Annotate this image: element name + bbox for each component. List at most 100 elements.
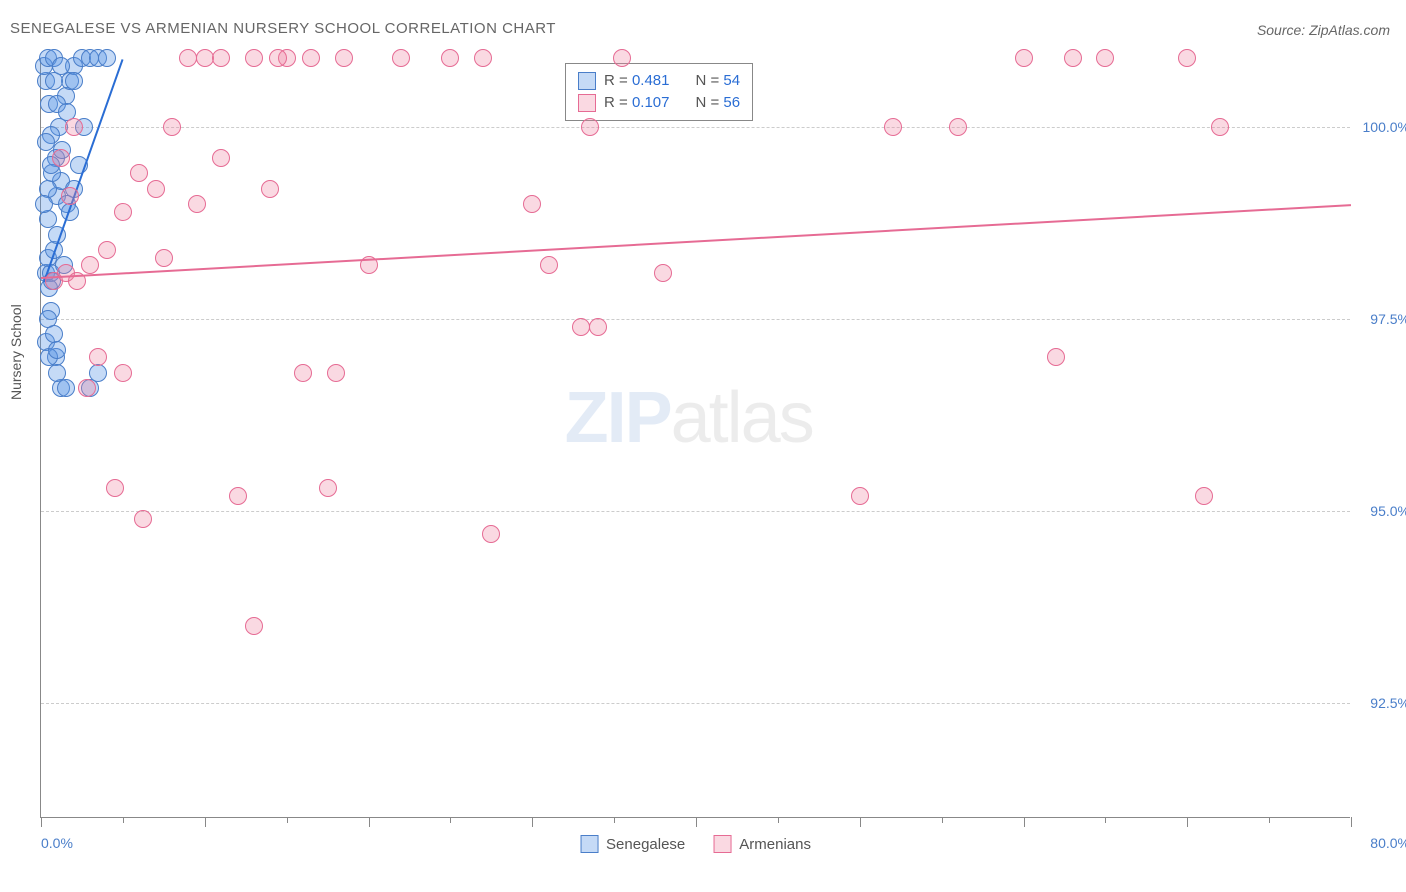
data-point xyxy=(48,341,66,359)
series-legend: Senegalese Armenians xyxy=(580,835,811,853)
legend-swatch xyxy=(580,835,598,853)
data-point xyxy=(572,318,590,336)
gridline xyxy=(41,511,1350,512)
r-label: R = 0.107 xyxy=(604,92,669,114)
data-point xyxy=(654,264,672,282)
data-point xyxy=(245,49,263,67)
data-point xyxy=(52,149,70,167)
data-point xyxy=(155,249,173,267)
data-point xyxy=(261,180,279,198)
data-point xyxy=(441,49,459,67)
data-point xyxy=(1096,49,1114,67)
data-point xyxy=(212,49,230,67)
data-point xyxy=(114,203,132,221)
legend-series-item: Armenians xyxy=(713,835,811,853)
x-tick xyxy=(942,817,943,823)
source-attribution: Source: ZipAtlas.com xyxy=(1257,22,1390,38)
data-point xyxy=(229,487,247,505)
data-point xyxy=(1064,49,1082,67)
data-point xyxy=(392,49,410,67)
legend-stat-row: R = 0.481N = 54 xyxy=(578,70,740,92)
data-point xyxy=(89,364,107,382)
y-tick-label: 92.5% xyxy=(1355,695,1406,711)
watermark: ZIPatlas xyxy=(565,377,813,459)
x-tick xyxy=(778,817,779,823)
data-point xyxy=(35,195,53,213)
x-tick xyxy=(1024,817,1025,827)
data-point xyxy=(37,133,55,151)
data-point xyxy=(1047,348,1065,366)
data-point xyxy=(52,57,70,75)
n-label: N = 56 xyxy=(695,92,740,114)
x-axis-max-label: 80.0% xyxy=(1370,835,1406,851)
data-point xyxy=(61,187,79,205)
data-point xyxy=(130,164,148,182)
data-point xyxy=(1178,49,1196,67)
data-point xyxy=(188,195,206,213)
data-point xyxy=(114,364,132,382)
data-point xyxy=(1195,487,1213,505)
x-axis-min-label: 0.0% xyxy=(41,835,73,851)
data-point xyxy=(65,118,83,136)
data-point xyxy=(269,49,287,67)
data-point xyxy=(81,256,99,274)
legend-stat-row: R = 0.107 N = 56 xyxy=(578,92,740,114)
data-point xyxy=(294,364,312,382)
data-point xyxy=(134,510,152,528)
x-tick xyxy=(1105,817,1106,823)
x-tick xyxy=(532,817,533,827)
data-point xyxy=(540,256,558,274)
x-tick xyxy=(1269,817,1270,823)
data-point xyxy=(474,49,492,67)
data-point xyxy=(106,479,124,497)
data-point xyxy=(212,149,230,167)
data-point xyxy=(589,318,607,336)
watermark-thin: atlas xyxy=(671,378,813,458)
data-point xyxy=(613,49,631,67)
data-point xyxy=(57,379,75,397)
data-point xyxy=(302,49,320,67)
legend-series-label: Armenians xyxy=(739,836,811,853)
x-tick xyxy=(696,817,697,827)
trend-line xyxy=(41,204,1351,279)
data-point xyxy=(1211,118,1229,136)
data-point xyxy=(884,118,902,136)
gridline xyxy=(41,127,1350,128)
chart-title: SENEGALESE VS ARMENIAN NURSERY SCHOOL CO… xyxy=(10,20,556,37)
data-point xyxy=(1015,49,1033,67)
legend-series-label: Senegalese xyxy=(606,836,685,853)
y-tick-label: 95.0% xyxy=(1355,503,1406,519)
data-point xyxy=(196,49,214,67)
data-point xyxy=(98,241,116,259)
data-point xyxy=(147,180,165,198)
legend-swatch xyxy=(713,835,731,853)
data-point xyxy=(89,348,107,366)
data-point xyxy=(581,118,599,136)
x-tick xyxy=(205,817,206,827)
data-point xyxy=(65,72,83,90)
plot-area: ZIPatlas 0.0% 80.0% R = 0.481N = 54R = 0… xyxy=(40,58,1350,818)
x-tick xyxy=(860,817,861,827)
data-point xyxy=(163,118,181,136)
gridline xyxy=(41,319,1350,320)
x-tick xyxy=(1187,817,1188,827)
data-point xyxy=(98,49,116,67)
correlation-stats-box: R = 0.481N = 54R = 0.107 N = 56 xyxy=(565,63,753,121)
data-point xyxy=(78,379,96,397)
x-tick xyxy=(287,817,288,823)
data-point xyxy=(851,487,869,505)
x-tick xyxy=(369,817,370,827)
data-point xyxy=(482,525,500,543)
r-label: R = 0.481 xyxy=(604,70,669,92)
x-tick xyxy=(1351,817,1352,827)
x-tick xyxy=(450,817,451,823)
x-tick xyxy=(41,817,42,827)
gridline xyxy=(41,703,1350,704)
legend-series-item: Senegalese xyxy=(580,835,685,853)
data-point xyxy=(949,118,967,136)
y-axis-label: Nursery School xyxy=(8,304,24,400)
legend-swatch xyxy=(578,94,596,112)
x-tick xyxy=(614,817,615,823)
data-point xyxy=(319,479,337,497)
data-point xyxy=(523,195,541,213)
